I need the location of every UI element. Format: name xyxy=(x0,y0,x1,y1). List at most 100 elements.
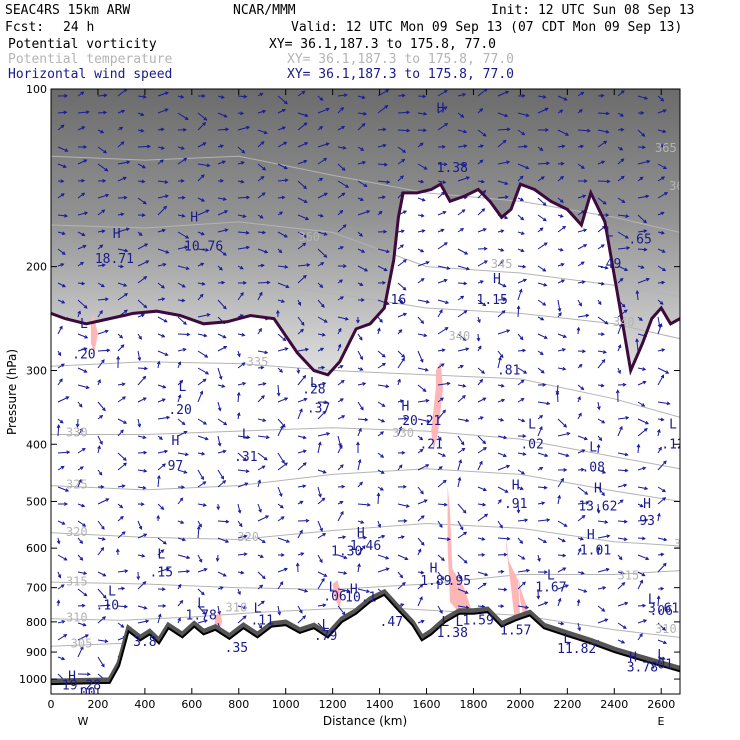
pv-extremum-label: L xyxy=(669,417,677,432)
wind-arrow xyxy=(137,554,145,557)
wind-arrow xyxy=(257,292,263,301)
wind-arrowhead xyxy=(604,520,609,524)
wind-arrowhead xyxy=(504,195,509,200)
wind-arrow xyxy=(77,503,85,507)
wind-arrowhead xyxy=(203,619,208,623)
wind-arrow xyxy=(97,616,106,624)
wind-arrowhead xyxy=(484,572,489,577)
wind-arrow xyxy=(197,378,207,386)
wind-arrow xyxy=(237,231,249,234)
wind-arrow xyxy=(297,530,303,539)
wind-arrow xyxy=(197,520,202,527)
wind-arrow xyxy=(517,537,523,544)
wind-arrowhead xyxy=(443,278,448,283)
wind-arrowhead xyxy=(524,518,529,523)
theta-label: 320 xyxy=(674,537,696,551)
wind-arrowhead xyxy=(79,540,84,545)
wind-arrowhead xyxy=(161,587,166,592)
pv-extremum-label: H xyxy=(643,497,651,512)
wind-arrowhead xyxy=(166,415,171,420)
wind-arrowhead xyxy=(477,345,482,350)
wind-arrowhead xyxy=(399,299,404,304)
wind-arrowhead xyxy=(643,428,648,432)
wind-arrowhead xyxy=(643,229,648,233)
wind-arrowhead xyxy=(124,569,129,573)
wind-arrowhead xyxy=(121,586,126,591)
wind-arrow xyxy=(657,367,669,374)
wind-arrowhead xyxy=(522,434,527,438)
wind-arrow xyxy=(217,571,227,577)
wind-arrowhead xyxy=(278,249,283,254)
wind-arrow xyxy=(117,141,125,148)
wind-arrow xyxy=(377,554,389,559)
wind-arrow xyxy=(257,176,264,182)
wind-arrow xyxy=(177,431,187,437)
wind-arrowhead xyxy=(481,370,486,374)
wind-arrowhead xyxy=(660,211,665,216)
theta-label: 330 xyxy=(66,426,88,440)
wind-arrow xyxy=(217,197,226,200)
wind-arrowhead xyxy=(120,264,125,269)
wind-arrowhead xyxy=(641,572,646,577)
wind-arrowhead xyxy=(500,248,505,252)
wind-arrow xyxy=(97,359,105,369)
wind-arrowhead xyxy=(218,375,223,380)
wind-arrow xyxy=(197,435,208,440)
wind-arrowhead xyxy=(124,604,129,609)
wind-arrowhead xyxy=(644,518,649,523)
wind-arrowhead xyxy=(203,117,208,121)
wind-arrowhead xyxy=(580,91,585,96)
wind-arrowhead xyxy=(523,278,528,283)
wind-arrow xyxy=(257,418,266,422)
wind-arrowhead xyxy=(304,142,309,146)
x-tick-label: 1800 xyxy=(459,698,487,711)
wind-arrowhead xyxy=(165,567,170,572)
terrain-line xyxy=(51,593,680,686)
wind-arrow xyxy=(237,469,249,472)
wind-arrow xyxy=(597,225,606,233)
pv-extremum-label: 19.28 xyxy=(62,678,101,693)
wind-arrow xyxy=(197,469,204,480)
wind-arrow xyxy=(617,197,625,203)
wind-arrow xyxy=(317,299,325,308)
wind-arrow xyxy=(97,230,105,233)
wind-arrow xyxy=(117,462,127,471)
wind-arrowhead xyxy=(525,165,530,170)
wind-arrowhead xyxy=(302,484,307,489)
wind-arrowhead xyxy=(123,309,128,314)
wind-arrowhead xyxy=(420,570,425,575)
wind-arrowhead xyxy=(399,574,404,579)
wind-arrowhead xyxy=(278,493,283,498)
wind-arrow xyxy=(157,450,168,454)
wind-arrowhead xyxy=(563,468,568,472)
wind-arrowhead xyxy=(243,94,248,99)
wind-arrow xyxy=(177,299,185,302)
wind-arrow xyxy=(377,180,390,183)
wind-arrowhead xyxy=(482,502,487,507)
wind-arrow xyxy=(517,175,524,182)
wind-arrow xyxy=(597,486,605,496)
wind-arrowhead xyxy=(462,337,467,341)
wind-arrowhead xyxy=(243,605,248,610)
wind-arrowhead xyxy=(500,229,505,233)
wind-arrow xyxy=(597,401,600,410)
pv-extremum-label: .95 xyxy=(448,574,471,589)
wind-arrow xyxy=(257,141,265,148)
wind-arrow xyxy=(117,418,127,424)
wind-arrowhead xyxy=(281,195,286,200)
wind-arrowhead xyxy=(542,95,547,99)
wind-arrow xyxy=(237,246,250,250)
wind-arrowhead xyxy=(60,363,65,368)
wind-arrow xyxy=(537,519,550,522)
wind-arrowhead xyxy=(460,295,465,300)
wind-arrowhead xyxy=(519,336,524,341)
wind-arrowhead xyxy=(164,352,169,356)
wind-arrowhead xyxy=(641,145,646,150)
wind-arrowhead xyxy=(424,367,429,372)
wind-arrow xyxy=(157,195,169,199)
wind-arrowhead xyxy=(303,159,308,164)
wind-arrow xyxy=(77,231,85,236)
wind-arrow xyxy=(617,426,623,437)
pv-extremum-label: H xyxy=(171,434,179,449)
wind-arrowhead xyxy=(323,573,328,577)
